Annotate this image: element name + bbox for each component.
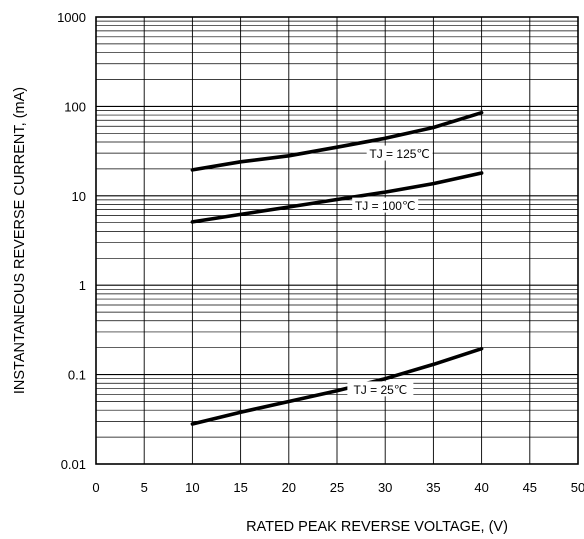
- x-tick-label: 25: [330, 480, 344, 495]
- y-tick-label: 0.01: [61, 457, 86, 472]
- y-tick-label: 1: [79, 278, 86, 293]
- series-label: TJ = 125℃: [369, 147, 430, 161]
- y-tick-label: 1000: [57, 10, 86, 25]
- series-line: [190, 346, 484, 426]
- x-tick-label: 10: [185, 480, 199, 495]
- y-tick-labels: 0.01 0.1 1 10 100 1000: [57, 10, 86, 472]
- x-axis-title: RATED PEAK REVERSE VOLTAGE, (V): [246, 519, 508, 535]
- series-label-background: [347, 381, 414, 397]
- y-tick-label: 100: [64, 99, 86, 114]
- x-tick-label: 15: [233, 480, 247, 495]
- grid: [96, 17, 578, 464]
- series-lines: [190, 110, 484, 426]
- series-label: TJ = 100℃: [355, 199, 416, 213]
- plot-frame: [95, 16, 579, 465]
- x-tick-label: 5: [141, 480, 148, 495]
- x-tick-label: 50: [571, 480, 584, 495]
- x-tick-label: 35: [426, 480, 440, 495]
- series-label-background: [366, 145, 433, 161]
- series-line: [190, 110, 484, 172]
- series-line: [190, 171, 484, 224]
- series-labels: TJ = 125℃ TJ = 100℃ TJ = 25℃: [347, 145, 433, 397]
- series-label: TJ = 25℃: [353, 383, 407, 397]
- x-tick-label: 0: [92, 480, 99, 495]
- x-tick-label: 20: [282, 480, 296, 495]
- series-label-background: [352, 197, 419, 213]
- x-tick-label: 30: [378, 480, 392, 495]
- y-axis-title: INSTANTANEOUS REVERSE CURRENT, (mA): [12, 87, 28, 394]
- x-tick-label: 45: [523, 480, 537, 495]
- y-tick-label: 10: [72, 189, 86, 204]
- y-tick-label: 0.1: [68, 368, 86, 383]
- x-tick-labels: 0 5 10 15 20 25 30 35 40 45 50: [92, 480, 584, 495]
- x-tick-label: 40: [474, 480, 488, 495]
